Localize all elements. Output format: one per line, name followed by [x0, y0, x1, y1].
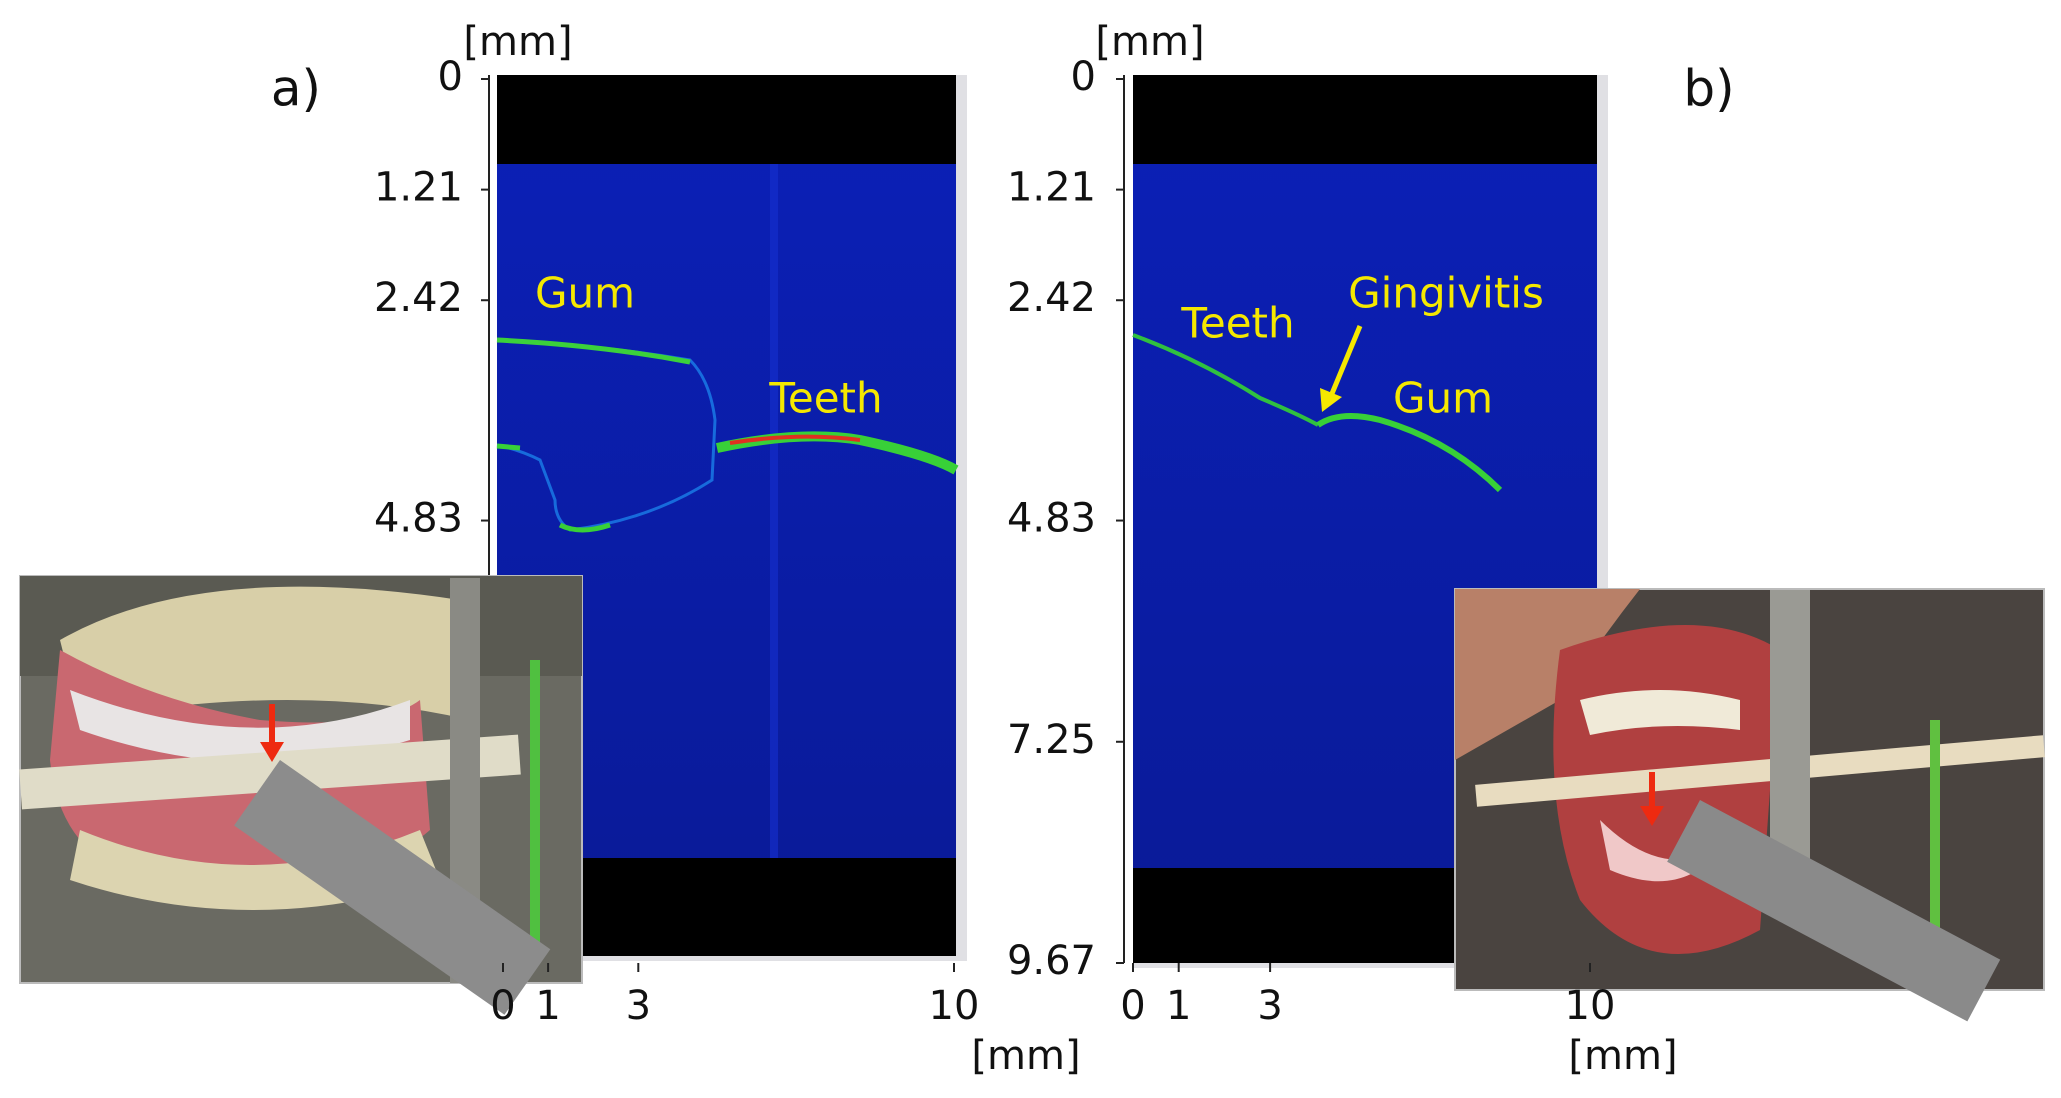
y-tick-label: 4.83	[1007, 496, 1096, 542]
y-unit: [mm]	[1095, 19, 1204, 65]
y-tick-label: 0	[438, 54, 463, 100]
panel-label: a)	[271, 60, 321, 118]
annotation: Gum	[1393, 374, 1493, 423]
y-tick-label: 1.21	[1007, 165, 1096, 211]
y-tick-label: 2.42	[374, 275, 463, 321]
x-tick-label: 3	[626, 983, 651, 1029]
oct-image-a	[496, 75, 967, 961]
x-tick-label: 0	[490, 983, 515, 1029]
y-tick-label: 2.42	[1007, 275, 1096, 321]
panel-label: b)	[1683, 60, 1734, 118]
annotation-arrow	[1320, 325, 1363, 412]
y-unit: [mm]	[463, 19, 572, 65]
y-tick-label: 4.83	[374, 496, 463, 542]
y-tick-label: 1.21	[374, 165, 463, 211]
y-tick-label: 7.25	[1007, 717, 1096, 763]
annotation: Teeth	[768, 374, 882, 423]
photo-inset-b	[1454, 588, 2045, 1022]
x-tick-label: 10	[929, 983, 980, 1029]
x-tick-label: 0	[1120, 983, 1145, 1029]
x-tick-label: 1	[1166, 983, 1191, 1029]
annotation: Gum	[535, 269, 635, 318]
x-tick-label: 3	[1257, 983, 1282, 1029]
x-tick-label: 10	[1565, 983, 1616, 1029]
x-tick-label: 1	[535, 983, 560, 1029]
y-tick-label: 9.67	[1007, 938, 1096, 984]
y-tick-label: 0	[1071, 54, 1096, 100]
x-unit: [mm]	[971, 1033, 1080, 1079]
annotation: Gingivitis	[1348, 269, 1544, 318]
photo-inset-a	[19, 575, 583, 1015]
x-unit: [mm]	[1568, 1033, 1677, 1079]
annotation: Teeth	[1180, 299, 1294, 348]
